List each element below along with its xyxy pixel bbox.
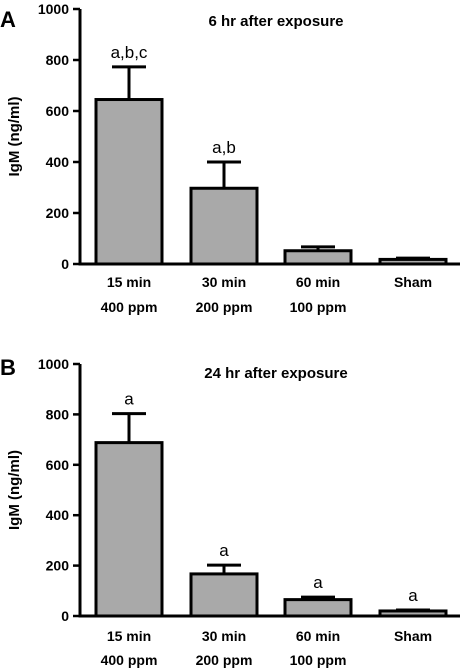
chart-title: 6 hr after exposure (208, 13, 343, 30)
y-tick-label: 0 (61, 608, 69, 624)
panel-letter: A (0, 7, 16, 32)
y-tick-label: 800 (46, 52, 70, 68)
bar (94, 441, 164, 618)
y-tick-label: 400 (46, 507, 70, 523)
x-tick-label: 400 ppm (101, 299, 158, 315)
x-tick-label: 30 min (202, 274, 246, 290)
y-tick-label: 600 (46, 457, 70, 473)
y-tick-label: 200 (46, 558, 70, 574)
x-tick-label: 100 ppm (290, 652, 347, 668)
y-tick-label: 1000 (38, 356, 69, 372)
chart-panel-b: B 24 hr after exposure IgM (ng/ml) 0 200 400 6… (0, 355, 460, 668)
significance-label: a (124, 390, 134, 409)
chart-title: 24 hr after exposure (204, 365, 347, 382)
significance-label: a,b,c (111, 43, 148, 62)
x-tick-label: 15 min (107, 274, 151, 290)
significance-label: a (219, 541, 229, 560)
x-tick-label: 400 ppm (101, 652, 158, 668)
chart-panel-a: A 6 hr after exposure IgM (ng/ml) 0 200 400 60… (0, 1, 460, 315)
x-tick-label: 60 min (296, 274, 340, 290)
y-tick-label: 800 (46, 406, 70, 422)
y-axis-label: IgM (ng/ml) (6, 97, 23, 177)
y-tick-label: 0 (61, 256, 69, 272)
x-tick-label: 30 min (202, 628, 246, 644)
significance-label: a,b (212, 138, 236, 157)
y-tick-label: 600 (46, 103, 70, 119)
panel-letter: B (0, 355, 16, 380)
x-tick-label: 100 ppm (290, 299, 347, 315)
bar (283, 598, 353, 618)
bar (189, 186, 259, 266)
bar (378, 257, 448, 266)
x-tick-label: 200 ppm (196, 652, 253, 668)
bar (189, 572, 259, 618)
bar (378, 609, 448, 618)
bar (283, 249, 353, 266)
y-tick-label: 400 (46, 154, 70, 170)
x-tick-label: 15 min (107, 628, 151, 644)
x-tick-label: Sham (394, 274, 432, 290)
x-tick-label: 60 min (296, 628, 340, 644)
x-tick-label: Sham (394, 628, 432, 644)
y-tick-label: 200 (46, 205, 70, 221)
significance-label: a (313, 573, 323, 592)
significance-label: a (408, 586, 418, 605)
y-axis-label: IgM (ng/ml) (6, 450, 23, 530)
y-tick-label: 1000 (38, 1, 69, 17)
x-tick-label: 200 ppm (196, 299, 253, 315)
bar (94, 98, 164, 266)
